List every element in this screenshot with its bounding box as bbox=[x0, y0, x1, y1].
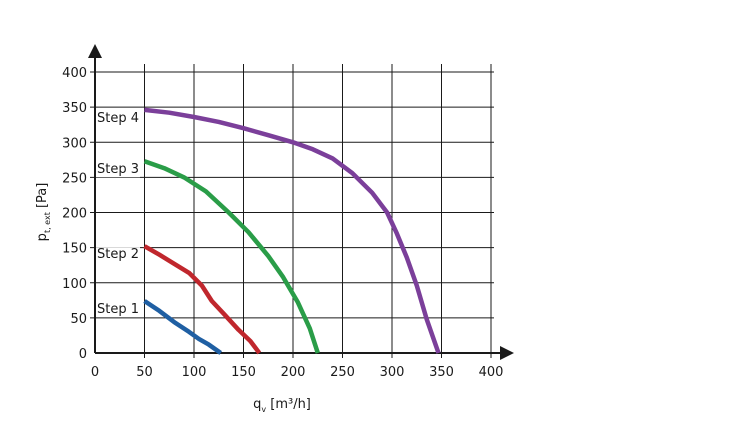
x-tick-label: 150 bbox=[231, 365, 256, 380]
x-tick-label: 350 bbox=[429, 365, 454, 380]
series-label-step-1: Step 1 bbox=[97, 302, 139, 317]
x-axis-arrow bbox=[500, 346, 514, 360]
x-tick-label: 250 bbox=[330, 365, 355, 380]
tick-labels: 0 50 100 150 200 250 300 350 400 0 50 100 150 200 250 3… bbox=[62, 66, 503, 380]
y-tick-label: 100 bbox=[62, 277, 87, 292]
x-tick-label: 200 bbox=[281, 365, 306, 380]
series-label-background bbox=[96, 162, 141, 178]
series-label-step-3: Step 3 bbox=[97, 162, 139, 177]
series-label-background bbox=[96, 247, 141, 263]
series-line-step-3 bbox=[143, 159, 320, 354]
x-tick-label: 100 bbox=[182, 365, 207, 380]
x-tick-label: 50 bbox=[136, 365, 153, 380]
x-axis-label: qv [m³/h] bbox=[253, 397, 311, 414]
y-tick-label: 400 bbox=[62, 66, 87, 81]
y-axis-label: pt, ext [Pa] bbox=[35, 183, 52, 242]
y-tick-label: 300 bbox=[62, 136, 87, 151]
y-tick-label: 0 bbox=[79, 347, 87, 362]
y-tick-label: 200 bbox=[62, 207, 87, 222]
x-tick-label: 300 bbox=[380, 365, 405, 380]
series-labels: Step 1 Step 2 Step 3 Step 4 bbox=[96, 110, 141, 318]
y-tick-label: 350 bbox=[62, 101, 87, 116]
series-line-step-2 bbox=[143, 244, 262, 355]
grid-lines bbox=[90, 64, 494, 358]
series-label-background bbox=[96, 302, 141, 318]
series-label-step-2: Step 2 bbox=[97, 247, 139, 262]
series-line-step-4 bbox=[144, 107, 441, 354]
y-axis-arrow bbox=[88, 44, 102, 58]
y-tick-label: 150 bbox=[62, 242, 87, 257]
series-line-step-1 bbox=[143, 299, 222, 355]
x-tick-label: 0 bbox=[91, 365, 99, 380]
axes bbox=[88, 44, 514, 360]
series-label-background bbox=[96, 110, 141, 126]
series-lines bbox=[143, 107, 441, 355]
series-label-step-4: Step 4 bbox=[97, 111, 139, 126]
y-tick-label: 250 bbox=[62, 171, 87, 186]
x-tick-label: 400 bbox=[479, 365, 504, 380]
y-tick-label: 50 bbox=[70, 312, 87, 327]
